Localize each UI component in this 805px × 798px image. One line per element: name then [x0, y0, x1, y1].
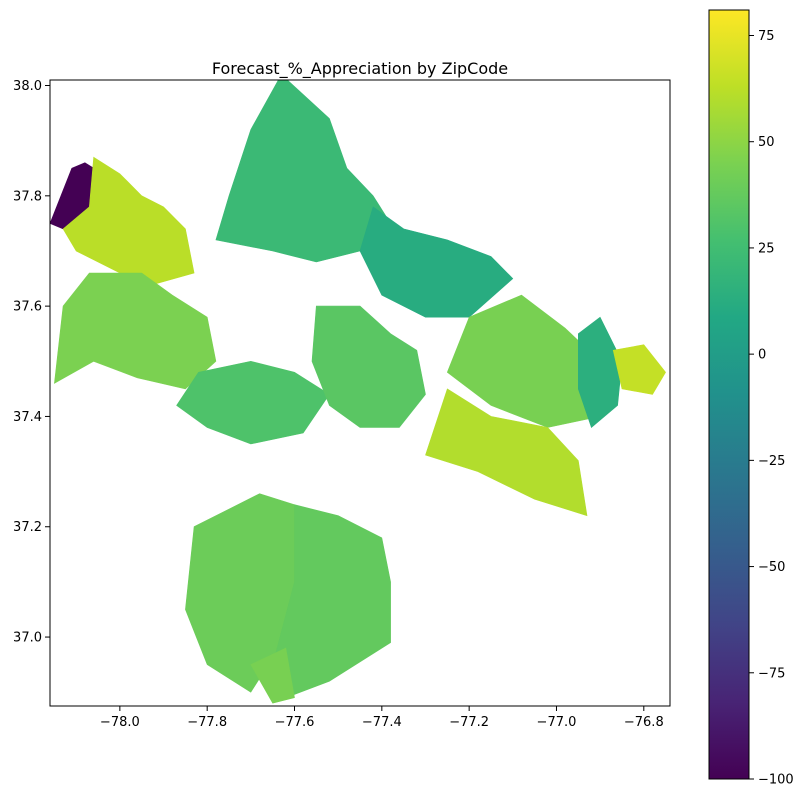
colorbar	[709, 10, 749, 779]
zip-region-northeast-band	[359, 206, 514, 318]
zip-region-south-tip	[250, 647, 295, 704]
zip-region-southeast	[425, 388, 588, 517]
colorbar-ticks: −100 −75 −50 −25 0 25 50 75	[749, 29, 794, 788]
zip-region-far-east	[612, 344, 666, 395]
map-regions	[50, 80, 666, 704]
colorbar-tick-label: 0	[758, 348, 766, 363]
colorbar-tick-label: 25	[758, 241, 775, 256]
x-tick-label: −78.0	[100, 715, 140, 730]
zip-region-central	[311, 305, 426, 428]
zip-region-south-county-east	[272, 504, 391, 699]
zip-region-west-large	[54, 272, 217, 390]
colorbar-tick-label: 75	[758, 29, 775, 44]
y-tick-label: 37.8	[13, 189, 42, 204]
zip-region-north-central	[215, 80, 391, 263]
y-tick-label: 38.0	[13, 79, 42, 94]
y-tick-label: 37.6	[13, 300, 42, 315]
x-tick-label: −77.6	[275, 715, 315, 730]
zip-region-east-river	[577, 316, 623, 429]
zip-region-northwest	[62, 156, 195, 285]
y-tick-label: 37.0	[13, 631, 42, 646]
chart-title: Forecast_%_Appreciation by ZipCode	[212, 59, 508, 79]
y-tick-label: 37.2	[13, 520, 42, 535]
colorbar-tick-label: 50	[758, 135, 775, 150]
colorbar-tick-label: −50	[758, 560, 785, 575]
y-tick-label: 37.4	[13, 410, 42, 425]
x-tick-label: −77.0	[537, 715, 577, 730]
x-axis-ticks: −78.0 −77.8 −77.6 −77.4 −77.2 −77.0 −76.8	[100, 706, 664, 730]
map-axes-frame	[49, 79, 671, 707]
colorbar-tick-label: −25	[758, 454, 785, 469]
x-tick-label: −77.4	[362, 715, 402, 730]
x-tick-label: −77.8	[187, 715, 227, 730]
zip-region-west-central	[176, 360, 330, 445]
x-tick-label: −77.2	[449, 715, 489, 730]
colorbar-tick-label: −100	[758, 773, 794, 788]
colorbar-tick-label: −75	[758, 666, 785, 681]
y-axis-ticks: 37.0 37.2 37.4 37.6 37.8 38.0	[13, 79, 50, 646]
x-tick-label: −76.8	[624, 715, 664, 730]
colorbar-frame	[708, 9, 750, 780]
